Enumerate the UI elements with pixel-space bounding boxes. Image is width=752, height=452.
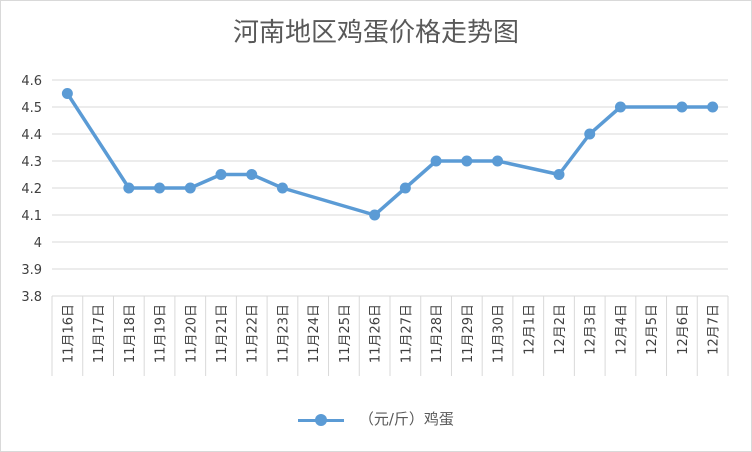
x-tick-label: 11月17日 — [92, 304, 107, 363]
x-tick-label: 11月24日 — [307, 304, 322, 363]
data-point — [399, 182, 411, 194]
x-tick-label: 12月6日 — [676, 304, 691, 355]
x-tick-label: 11月30日 — [492, 304, 507, 363]
x-tick-label: 11月28日 — [430, 304, 445, 363]
y-tick-label: 4 — [34, 236, 42, 251]
data-point — [492, 155, 504, 167]
x-tick-label: 11月18日 — [123, 304, 138, 363]
legend-marker — [298, 413, 345, 426]
x-tick-label: 12月7日 — [707, 304, 722, 355]
x-tick-label: 11月26日 — [369, 304, 384, 363]
y-tick-label: 4.2 — [21, 182, 42, 197]
x-tick-label: 12月5日 — [645, 304, 660, 355]
y-tick-label: 4.3 — [21, 155, 42, 170]
data-point — [276, 182, 288, 194]
y-tick-labels: 3.8 3.9 4 4.1 4.2 4.3 4.4 4.5 4.6 — [21, 74, 42, 305]
data-point — [61, 88, 73, 99]
data-point — [430, 155, 442, 167]
y-tick-label: 4.5 — [21, 101, 42, 116]
data-point — [584, 128, 596, 140]
x-tick-label: 12月4日 — [614, 304, 629, 355]
x-tick-label: 11月16日 — [61, 304, 76, 363]
series-points — [61, 88, 719, 221]
legend: （元/斤）鸡蛋 — [0, 408, 752, 429]
y-tick-label: 3.8 — [21, 290, 42, 305]
y-tick-label: 4.4 — [21, 128, 42, 143]
data-point — [369, 209, 381, 221]
y-tick-label: 4.1 — [21, 209, 42, 224]
x-tick-label: 11月23日 — [276, 304, 291, 363]
data-point — [123, 182, 135, 194]
series-line-path — [65, 92, 713, 217]
x-tick-label: 11月21日 — [215, 304, 230, 363]
x-tick-label: 11月22日 — [246, 304, 261, 363]
data-point — [553, 169, 565, 180]
x-tick-label: 11月29日 — [461, 304, 476, 363]
y-tick-label: 3.9 — [21, 263, 42, 278]
data-point — [154, 182, 166, 194]
x-tick-label: 12月3日 — [584, 304, 599, 355]
x-tick-label: 12月1日 — [522, 304, 537, 355]
chart-title: 河南地区鸡蛋价格走势图 — [232, 18, 519, 48]
data-point — [461, 155, 473, 167]
series-line — [65, 92, 713, 217]
data-point — [676, 101, 688, 113]
grid-lines — [51, 79, 729, 376]
x-tick-label: 12月2日 — [553, 304, 568, 355]
legend-label: （元/斤）鸡蛋 — [358, 410, 454, 428]
data-point — [707, 101, 719, 113]
data-point — [184, 182, 196, 194]
y-tick-label: 4.6 — [21, 74, 42, 89]
data-point — [215, 169, 227, 180]
x-tick-label: 11月27日 — [399, 304, 414, 363]
x-tick-label: 11月20日 — [184, 304, 199, 363]
data-point — [246, 169, 258, 180]
data-point — [614, 101, 626, 113]
x-tick-label: 11月25日 — [338, 304, 353, 363]
x-tick-labels: 11月16日 11月17日 11月18日 11月19日 11月20日 11月21日 11月2… — [61, 304, 721, 363]
x-tick-label: 11月19日 — [154, 304, 169, 363]
